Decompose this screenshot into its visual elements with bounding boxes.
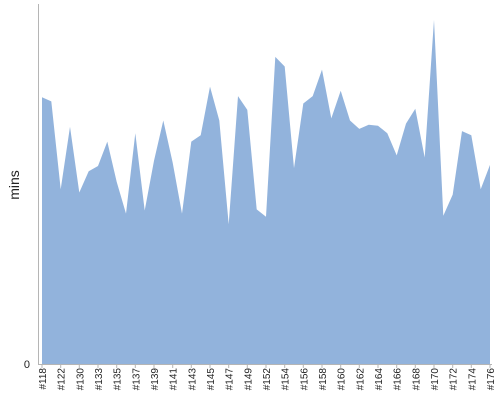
x-tick-label: #139 [150, 368, 161, 391]
area-series [42, 19, 490, 365]
x-tick-label: #156 [299, 368, 310, 391]
x-tick-label: #164 [374, 368, 385, 391]
x-tick-labels: #118 #122 #130 #133 #135 #137 #139 #141 #143 #145… [38, 364, 497, 390]
x-tick-label: #172 [449, 368, 460, 391]
x-tick-label: #176 [486, 368, 497, 391]
x-tick-label: #170 [430, 368, 441, 391]
x-tick-label: #118 [38, 368, 49, 390]
x-tick-label: #166 [393, 368, 404, 391]
x-tick-label: #135 [113, 368, 124, 391]
x-tick-label: #147 [225, 368, 236, 391]
x-tick-label: #145 [206, 368, 217, 391]
x-tick-label: #149 [243, 368, 254, 391]
x-tick-label: #141 [169, 368, 180, 391]
y-axis-label: mins [6, 170, 22, 200]
x-tick-label: #158 [318, 368, 329, 391]
x-tick-label: #168 [411, 368, 422, 391]
x-tick-label: #160 [337, 368, 348, 391]
x-tick-label: #137 [131, 368, 142, 391]
x-tick-label: #130 [75, 368, 86, 391]
x-tick-label: #133 [94, 368, 105, 391]
x-tick-label: #162 [355, 368, 366, 391]
x-tick-label: #122 [57, 368, 68, 391]
x-tick-label: #143 [187, 368, 198, 391]
x-tick-label: #152 [262, 368, 273, 391]
x-tick-label: #154 [281, 368, 292, 391]
x-tick-label: #174 [467, 368, 478, 391]
y-tick-label: 0 [24, 359, 30, 371]
